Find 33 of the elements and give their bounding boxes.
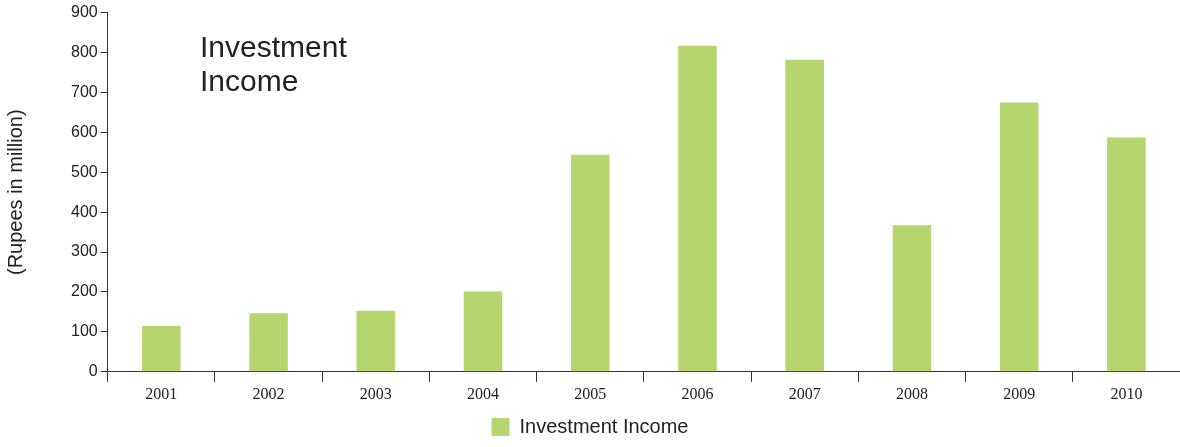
x-tick-label: 2005	[574, 384, 607, 402]
y-tick-label: 900	[70, 3, 98, 21]
y-tick-label: 700	[70, 82, 98, 100]
y-tick-label: 600	[70, 122, 98, 140]
x-tick-label: 2006	[681, 384, 714, 402]
y-tick-label: 300	[70, 242, 98, 260]
bar	[892, 225, 932, 372]
bar	[785, 59, 824, 372]
y-tick-label: 0	[88, 362, 98, 380]
y-tick-label: 200	[70, 282, 98, 300]
y-axis-title: (Rupees in million)	[3, 109, 26, 276]
x-tick-label: 2007	[788, 384, 821, 402]
bar	[678, 45, 717, 372]
x-tick-label: 2002	[252, 384, 285, 402]
bar	[1107, 137, 1146, 372]
text: Investment Income	[200, 30, 348, 98]
x-tick-label: 2010	[1110, 384, 1143, 402]
x-tick-label: 2008	[895, 384, 928, 402]
legend-label: Investment Income	[519, 414, 689, 437]
y-tick-label: 400	[70, 202, 98, 220]
y-tick-label: 500	[70, 162, 98, 180]
bar	[570, 154, 610, 372]
x-tick-label: 2004	[467, 384, 499, 402]
bar	[142, 325, 181, 372]
bar	[356, 310, 396, 372]
x-tick-label: 2009	[1003, 384, 1036, 402]
bar	[999, 102, 1039, 372]
y-tick-label: 100	[70, 322, 98, 340]
x-tick-label: 2003	[359, 384, 392, 402]
y-tick-label: 800	[70, 42, 98, 60]
x-tick-label: 2001	[145, 384, 178, 402]
bar	[463, 291, 503, 372]
bar	[249, 313, 288, 372]
